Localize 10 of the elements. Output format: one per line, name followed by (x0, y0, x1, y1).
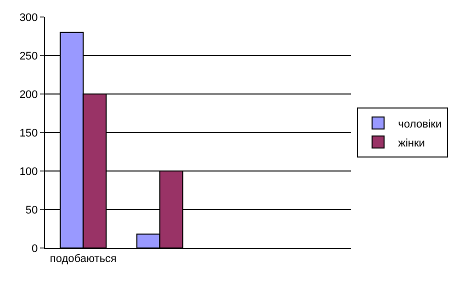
y-tick-label: 250 (19, 50, 38, 62)
legend-label: чоловіки (398, 118, 442, 130)
y-tick-label: 200 (19, 88, 38, 101)
y-tick-label: 300 (19, 12, 38, 24)
x-tick-label: подобаються (50, 253, 117, 266)
y-tick-label: 150 (19, 127, 38, 140)
y-tick-label: 100 (19, 166, 38, 178)
y-tick-label: 0 (32, 242, 38, 255)
legend-label: жінки (398, 137, 425, 150)
y-tick-label: 50 (26, 204, 38, 216)
